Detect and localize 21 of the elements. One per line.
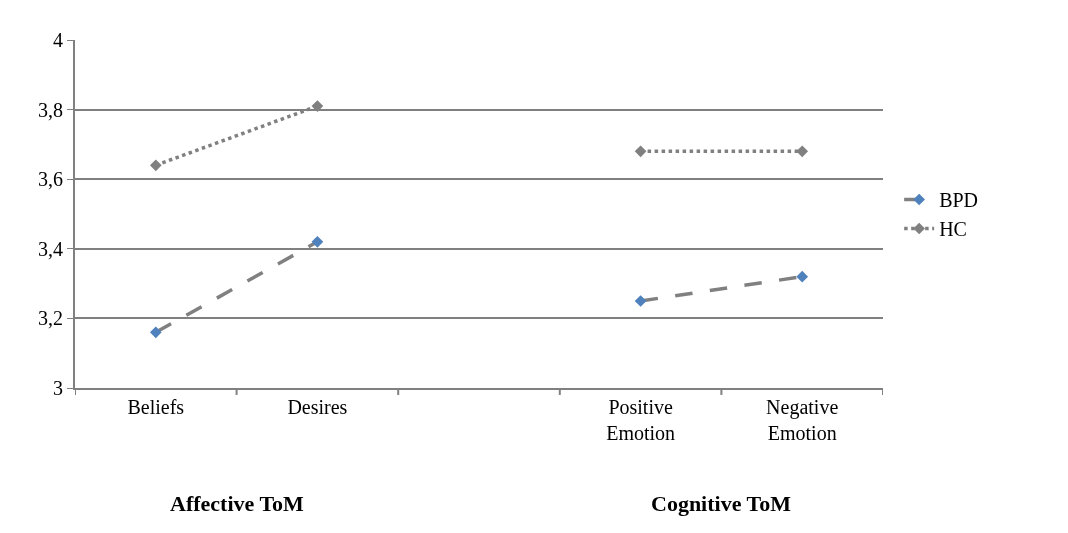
text: Cognitive ToM: [651, 491, 792, 516]
x-tick-label: Positive Emotion: [606, 396, 676, 444]
point: [311, 235, 324, 248]
y-tick-label: 3,2: [38, 307, 63, 330]
y-tick-label: 3,4: [38, 237, 63, 260]
point: [149, 326, 162, 339]
point: [634, 295, 647, 307]
point: [634, 145, 647, 158]
y-tick-label: 4: [53, 29, 63, 51]
legend-label: BPD: [939, 189, 979, 212]
x-tick-label: Beliefs: [127, 396, 185, 418]
x-tick-label: Desires: [287, 396, 348, 418]
point: [311, 100, 324, 112]
point: [796, 270, 809, 283]
y-tick-label: 3,6: [38, 168, 63, 191]
y-tick-label: 3: [53, 377, 63, 399]
point: [149, 159, 162, 172]
legend-label: HC: [939, 218, 967, 241]
text: Affective ToM: [170, 491, 305, 516]
y-tick-label: 3,8: [38, 98, 63, 121]
x-tick-label: Negative Emotion: [766, 396, 839, 444]
